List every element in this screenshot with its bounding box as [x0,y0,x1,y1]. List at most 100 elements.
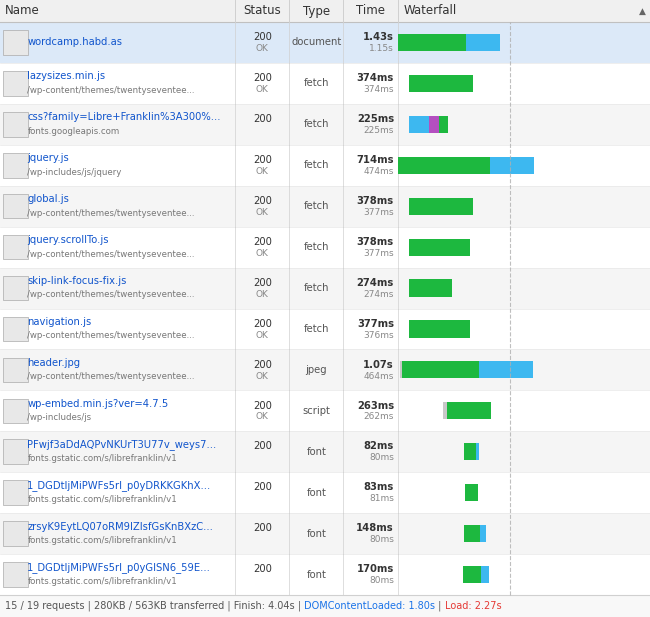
Text: 378ms: 378ms [357,237,394,247]
Bar [447,402,491,420]
Bar [0,595,650,617]
Text: 464ms: 464ms [363,371,394,381]
Text: 1_DGDtIjMiPWFs5rl_p0yGISN6_59E...: 1_DGDtIjMiPWFs5rl_p0yGISN6_59E... [27,562,211,573]
Text: jquery.scrollTo.js: jquery.scrollTo.js [27,235,109,245]
Bar [408,239,470,255]
Text: 225ms: 225ms [363,126,394,135]
Bar [0,226,650,268]
Text: css?family=Libre+Franklin%3A300%...: css?family=Libre+Franklin%3A300%... [27,112,221,122]
Text: 200: 200 [253,196,272,206]
Bar [0,145,650,186]
Text: 262ms: 262ms [363,412,394,421]
Text: 200: 200 [253,318,272,329]
Bar [408,197,473,215]
Text: 200: 200 [253,441,272,452]
Text: 83ms: 83ms [363,482,394,492]
Bar [408,280,452,297]
Text: 377ms: 377ms [363,249,394,258]
Text: 200: 200 [253,360,272,370]
Bar [3,194,27,218]
Bar [0,22,650,63]
Text: zrsyK9EytLQ07oRM9lZIsfGsKnBXzC...: zrsyK9EytLQ07oRM9lZIsfGsKnBXzC... [27,521,213,532]
Text: script: script [302,406,330,416]
Text: fonts.gstatic.com/s/librefranklin/v1: fonts.gstatic.com/s/librefranklin/v1 [27,577,177,586]
Bar [490,157,534,174]
Text: 714ms: 714ms [356,155,394,165]
Text: /wp-content/themes/twentyseventee...: /wp-content/themes/twentyseventee... [27,291,195,299]
Bar [3,276,27,300]
Bar [408,320,470,337]
Text: Name: Name [5,4,40,17]
Text: /wp-content/themes/twentyseventee...: /wp-content/themes/twentyseventee... [27,372,195,381]
Text: global.js: global.js [27,194,69,204]
Bar [463,566,482,583]
Text: fetch: fetch [304,324,329,334]
Text: Load: 2.27s: Load: 2.27s [445,601,501,611]
Text: OK: OK [256,412,268,421]
Text: 1_DGDtIjMiPWFs5rl_p0yDRKKGKhX...: 1_DGDtIjMiPWFs5rl_p0yDRKKGKhX... [27,480,211,491]
Bar [3,153,27,178]
Text: /wp-content/themes/twentyseventee...: /wp-content/themes/twentyseventee... [27,86,195,95]
Text: OK: OK [256,331,268,339]
Bar [3,399,27,423]
Text: jpeg: jpeg [306,365,327,375]
Bar [3,71,27,96]
Text: OK: OK [256,371,268,381]
Text: 374ms: 374ms [363,85,394,94]
Bar [400,362,402,378]
Text: /wp-content/themes/twentyseventee...: /wp-content/themes/twentyseventee... [27,331,195,341]
Text: 148ms: 148ms [356,523,394,533]
Bar [3,30,27,55]
Text: Status: Status [243,4,281,17]
Bar [443,402,447,420]
Bar [439,116,448,133]
Text: /wp-includes/js/jquery: /wp-includes/js/jquery [27,168,122,176]
Text: fetch: fetch [304,78,329,88]
Bar [0,268,650,308]
Text: 1.43s: 1.43s [363,32,394,42]
Text: font: font [306,569,326,579]
Text: 200: 200 [253,73,272,83]
Text: Waterfall: Waterfall [404,4,457,17]
Text: /wp-includes/js: /wp-includes/js [27,413,92,422]
Text: 374ms: 374ms [357,73,394,83]
Text: 263ms: 263ms [357,400,394,410]
Text: fonts.googleapis.com: fonts.googleapis.com [27,126,120,136]
Bar [0,513,650,554]
Bar [464,525,480,542]
Bar [3,521,27,546]
Bar [3,439,27,464]
Bar [3,562,27,587]
Bar [480,525,486,542]
Bar [408,116,428,133]
Text: /wp-content/themes/twentyseventee...: /wp-content/themes/twentyseventee... [27,209,195,218]
Text: 200: 200 [253,523,272,533]
Text: fetch: fetch [304,201,329,211]
Text: 474ms: 474ms [363,167,394,176]
Text: 274ms: 274ms [363,289,394,299]
Bar [3,112,27,136]
Text: 200: 200 [253,564,272,574]
Bar [464,443,476,460]
Text: 377ms: 377ms [357,318,394,329]
Text: DOMContentLoaded: 1.80s: DOMContentLoaded: 1.80s [304,601,436,611]
Text: 377ms: 377ms [363,208,394,217]
Text: 80ms: 80ms [369,535,394,544]
Text: skip-link-focus-fix.js: skip-link-focus-fix.js [27,276,127,286]
Text: fonts.gstatic.com/s/librefranklin/v1: fonts.gstatic.com/s/librefranklin/v1 [27,495,177,504]
Text: 200: 200 [253,237,272,247]
Bar [398,157,490,174]
Bar [0,472,650,513]
Text: fonts.gstatic.com/s/librefranklin/v1: fonts.gstatic.com/s/librefranklin/v1 [27,454,177,463]
Bar [3,317,27,341]
Text: header.jpg: header.jpg [27,358,81,368]
Text: 200: 200 [253,32,272,42]
Text: OK: OK [256,289,268,299]
Bar [0,104,650,145]
Text: fetch: fetch [304,160,329,170]
Text: 200: 200 [253,278,272,288]
Text: 200: 200 [253,114,272,124]
Bar [398,34,466,51]
Bar [0,0,650,22]
Bar [408,75,473,92]
